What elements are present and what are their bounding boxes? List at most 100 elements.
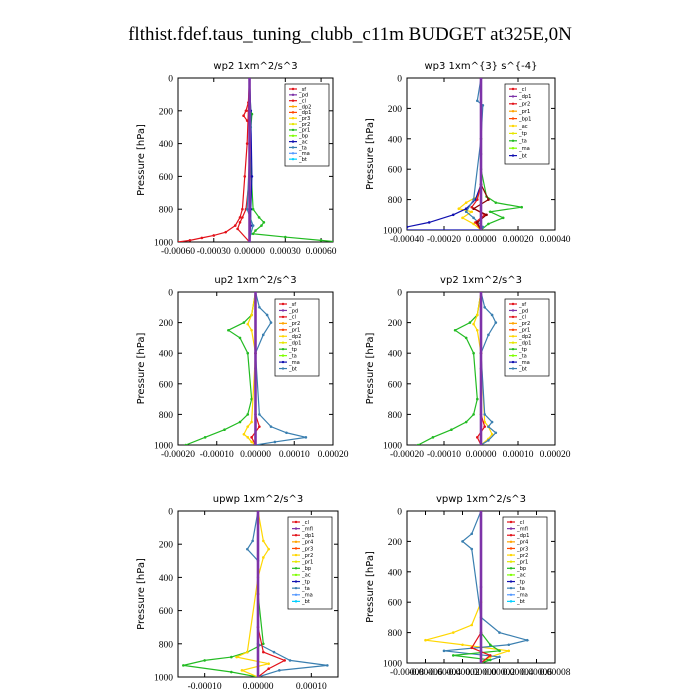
data-point-pr1 bbox=[472, 351, 475, 355]
data-point-pr1 bbox=[453, 328, 457, 332]
panel-title: wp3 1xm^{3} s^{-4} bbox=[424, 61, 537, 72]
data-point-pr1 bbox=[476, 397, 479, 401]
legend-marker bbox=[509, 580, 513, 583]
data-point-pr1 bbox=[262, 642, 265, 646]
legend-marker bbox=[291, 146, 295, 149]
data-point-cl bbox=[485, 213, 488, 217]
data-point-pr1 bbox=[227, 328, 230, 332]
data-point-tp bbox=[487, 333, 490, 337]
legend-label: _ta bbox=[298, 145, 307, 151]
y-tick-label: 0 bbox=[168, 508, 173, 518]
y-tick-label: 600 bbox=[159, 607, 174, 617]
data-point-tp bbox=[258, 306, 261, 309]
data-point-pr1 bbox=[262, 221, 266, 224]
y-axis-label: Pressure [hPa] bbox=[136, 558, 147, 630]
data-point-dp1 bbox=[470, 205, 474, 209]
data-point-tp bbox=[476, 99, 479, 103]
y-tick-label: 0 bbox=[397, 75, 402, 85]
y-axis-label: Pressure [hPa] bbox=[365, 118, 376, 190]
data-point-tp bbox=[272, 650, 276, 654]
data-point-pr3 bbox=[246, 650, 249, 654]
legend-marker bbox=[509, 593, 513, 596]
data-point-bt bbox=[479, 443, 483, 445]
legend-marker bbox=[294, 520, 298, 524]
x-tick-label: 0.00000 bbox=[243, 682, 274, 692]
legend-marker bbox=[509, 573, 513, 577]
data-point-pr1 bbox=[488, 210, 492, 214]
data-point-dp1 bbox=[258, 425, 261, 428]
legend-marker bbox=[294, 593, 298, 596]
legend-marker bbox=[281, 335, 285, 338]
x-tick-label: -0.00004 bbox=[427, 668, 461, 678]
legend-label: _cl bbox=[518, 315, 526, 321]
data-point-pr1 bbox=[242, 321, 246, 324]
legend-label: _cl bbox=[516, 520, 524, 526]
series-line-pr2 bbox=[243, 292, 257, 445]
legend-label: _pr1 bbox=[518, 109, 530, 115]
y-tick-label: 400 bbox=[388, 350, 403, 360]
legend-label: _pr3 bbox=[298, 116, 310, 122]
legend-marker bbox=[294, 586, 298, 590]
x-tick-label: -0.00010 bbox=[200, 450, 234, 460]
legend-marker bbox=[509, 567, 513, 570]
legend-marker bbox=[281, 309, 285, 312]
data-point-pr2 bbox=[250, 313, 253, 317]
data-point-pr3 bbox=[267, 547, 270, 551]
data-point-bt bbox=[248, 175, 251, 178]
data-point-pr2 bbox=[461, 216, 464, 220]
data-point-tp bbox=[470, 532, 474, 536]
x-tick-label: 0.00020 bbox=[540, 450, 571, 460]
data-point-pr1 bbox=[223, 428, 226, 432]
x-tick-label: -0.00020 bbox=[427, 235, 461, 245]
legend-marker bbox=[509, 527, 513, 530]
figure-title: flthist.fdef.taus_tuning_clubb_c11m BUDG… bbox=[128, 24, 572, 45]
legend-marker bbox=[294, 600, 298, 603]
y-tick-label: 400 bbox=[159, 350, 174, 360]
legend-label: _pr2 bbox=[518, 321, 530, 327]
legend-marker bbox=[509, 534, 513, 537]
x-tick-label: 0.00006 bbox=[521, 668, 552, 678]
data-point-dp1 bbox=[224, 230, 227, 234]
data-point-tp bbox=[246, 547, 249, 551]
series-group bbox=[416, 292, 498, 445]
data-point-pr1 bbox=[246, 351, 250, 355]
legend-label: _bt bbox=[518, 153, 527, 159]
legend: _sf_pd_cl_pr2_pr1_dp2_dp1_tp_ta_ma_bt bbox=[504, 298, 550, 377]
data-point-pr1 bbox=[251, 232, 255, 236]
x-tick-label: -0.00008 bbox=[390, 668, 424, 678]
data-point-pr2 bbox=[470, 210, 474, 214]
data-point-tp bbox=[483, 306, 487, 309]
legend-marker bbox=[291, 111, 295, 114]
legend-marker bbox=[511, 367, 515, 370]
y-tick-label: 0 bbox=[397, 289, 402, 299]
data-point-dp1 bbox=[178, 240, 180, 242]
legend-label: _bp1 bbox=[518, 116, 531, 122]
data-point-bt bbox=[248, 240, 251, 242]
legend-marker bbox=[291, 122, 295, 126]
y-tick-label: 400 bbox=[388, 135, 403, 145]
legend-marker bbox=[511, 315, 515, 319]
panel-6: vpwp 1xm^2/s^3 Pressure [hPa] 0 200 400 600 80… bbox=[365, 494, 571, 678]
x-tick-label: -0.00020 bbox=[161, 450, 195, 460]
x-tick-label: 0.00004 bbox=[503, 668, 534, 678]
data-point-pr1 bbox=[257, 216, 261, 219]
legend-marker bbox=[281, 354, 285, 357]
data-point-bt bbox=[248, 78, 251, 80]
data-point-pr1 bbox=[284, 235, 287, 239]
legend-marker bbox=[281, 302, 285, 306]
data-point-tp bbox=[304, 436, 308, 439]
legend-marker bbox=[281, 367, 285, 370]
data-point-pr2 bbox=[476, 328, 479, 332]
data-point-dp2 bbox=[236, 227, 239, 231]
legend-label: _pd bbox=[298, 93, 308, 99]
data-point-bt bbox=[248, 109, 251, 113]
data-point-bt bbox=[256, 592, 260, 596]
legend-label: _dp1 bbox=[516, 533, 529, 539]
x-tick-label: 0.00000 bbox=[466, 235, 497, 245]
legend-label: _ta bbox=[516, 586, 525, 592]
series-group bbox=[184, 292, 308, 445]
legend-box bbox=[274, 298, 320, 377]
y-tick-label: 600 bbox=[388, 380, 403, 390]
legend-label: _pr2 bbox=[301, 553, 313, 559]
